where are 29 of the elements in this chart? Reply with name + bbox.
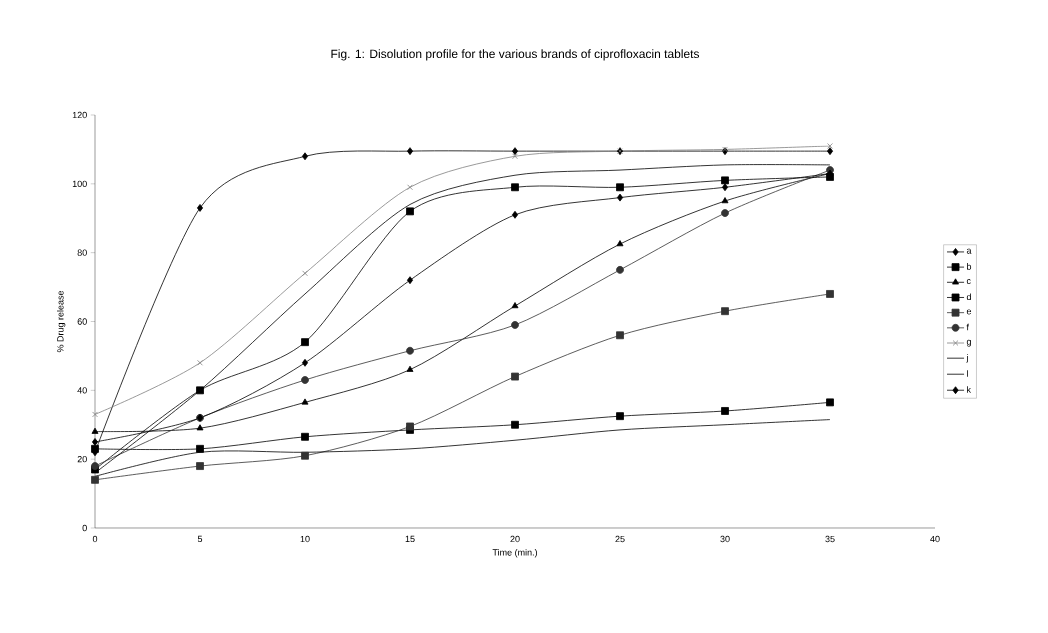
x-tick-label: 15 [405,535,415,543]
legend-label: g [966,339,971,347]
x-tick-label: 25 [615,535,625,543]
y-tick-label: 60 [77,318,87,325]
legend-label: a [966,248,972,254]
x-tick-label: 0 [92,535,98,543]
y-axis-title: % Drug release [56,290,66,353]
legend-label: b [967,263,972,270]
y-tick-label: 40 [77,387,87,394]
y-tick-label: 120 [72,111,87,119]
x-tick-label: 30 [720,535,730,543]
x-tick-label: 10 [300,535,310,543]
x-tick-label: 35 [825,535,835,543]
legend-label: l [967,370,968,377]
legend-label: f [966,323,969,331]
y-tick-label: 80 [77,249,87,256]
y-tick-label: 20 [77,455,87,463]
y-tick-label: 0 [82,524,87,532]
legend-label: c [966,279,971,285]
x-axis-title: Time (min.) [492,549,538,558]
legend-label: j [966,354,968,363]
x-tick-label: 40 [930,535,940,543]
legend-label: e [966,309,972,315]
chart-title: Fig. 1: Disolution profile for the various brands of ciprofloxacin tablets [331,49,700,61]
y-tick-label: 100 [72,180,87,188]
legend-label: k [967,386,971,393]
x-tick-label: 20 [510,535,520,543]
legend-label: d [966,293,971,301]
x-tick-label: 5 [197,535,203,543]
